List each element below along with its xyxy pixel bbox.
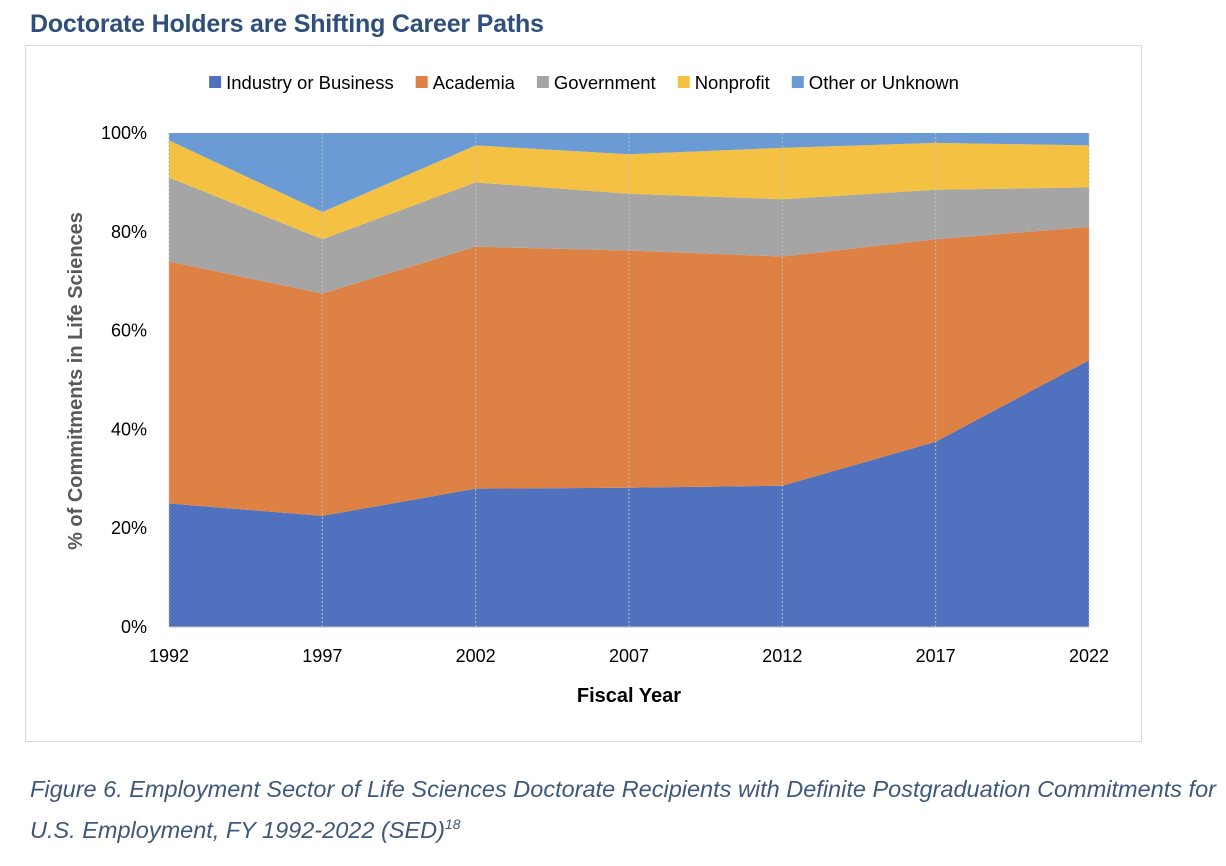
y-axis-ticks: 0% 20% 40% 60% 80% 100% <box>101 123 147 637</box>
y-tick-label: 80% <box>111 222 147 242</box>
legend-swatch <box>791 76 804 88</box>
legend-item-other-or-unknown: Other or Unknown <box>791 72 959 93</box>
chart-svg: Industry or Business Academia Government No… <box>65 72 1109 707</box>
y-tick-label: 60% <box>111 321 147 341</box>
legend-swatch <box>209 76 222 88</box>
x-tick-label: 2022 <box>1069 646 1109 666</box>
legend-swatch <box>677 76 690 88</box>
x-tick-label: 2017 <box>916 646 956 666</box>
x-axis-ticks: 1992 1997 2002 2007 2012 2017 2022 <box>149 646 1109 666</box>
caption-footnote: 18 <box>444 816 461 832</box>
y-tick-label: 20% <box>111 518 147 538</box>
x-tick-label: 2007 <box>609 646 649 666</box>
chart-gridlines <box>168 133 1090 628</box>
y-tick-label: 100% <box>101 123 147 143</box>
area-other-or-unknown <box>169 133 1089 213</box>
legend-item-academia: Academia <box>415 72 516 93</box>
area-government <box>169 177 1089 294</box>
x-tick-label: 1997 <box>302 646 342 666</box>
x-tick-label: 1992 <box>149 646 189 666</box>
legend-label: Nonprofit <box>695 72 770 93</box>
legend-label: Other or Unknown <box>809 72 959 93</box>
legend-item-nonprofit: Nonprofit <box>677 72 770 93</box>
figure-caption: Figure 6. Employment Sector of Life Scie… <box>30 772 1220 848</box>
x-tick-label: 2002 <box>456 646 496 666</box>
area-academia <box>169 226 1089 516</box>
legend-swatch <box>536 76 549 88</box>
legend-label: Government <box>554 72 656 93</box>
chart-legend: Industry or Business Academia Government No… <box>209 72 959 93</box>
legend-label: Industry or Business <box>226 72 394 93</box>
legend-swatch <box>415 76 428 88</box>
legend-item-government: Government <box>536 72 656 93</box>
caption-text: Figure 6. Employment Sector of Life Scie… <box>30 776 1216 843</box>
y-tick-label: 0% <box>121 617 147 637</box>
chart-areas <box>169 133 1089 627</box>
chart-frame: Industry or Business Academia Government No… <box>25 45 1142 742</box>
y-tick-label: 40% <box>111 419 147 439</box>
x-tick-label: 2012 <box>762 646 802 666</box>
y-axis-title: % of Commitments in Life Sciences <box>65 212 87 550</box>
x-axis-title: Fiscal Year <box>577 685 681 707</box>
chart-heading: Doctorate Holders are Shifting Career Pa… <box>30 10 544 38</box>
legend-item-industry-or-business: Industry or Business <box>209 72 394 93</box>
legend-label: Academia <box>433 72 516 93</box>
